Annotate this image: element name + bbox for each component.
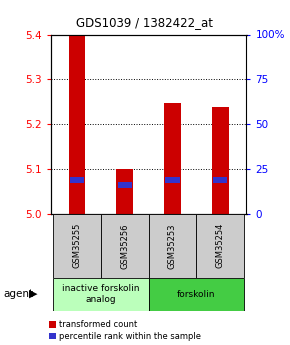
Bar	[118, 182, 132, 188]
Text: GSM35254: GSM35254	[216, 223, 225, 268]
Text: GSM35253: GSM35253	[168, 223, 177, 268]
Bar	[164, 103, 181, 214]
Text: agent: agent	[3, 289, 33, 299]
Text: GSM35256: GSM35256	[120, 223, 129, 268]
Text: forskolin: forskolin	[177, 289, 216, 299]
Text: GSM35255: GSM35255	[72, 223, 81, 268]
Bar	[53, 278, 148, 310]
Bar	[69, 34, 85, 214]
Bar	[148, 214, 196, 278]
Text: inactive forskolin
analog: inactive forskolin analog	[62, 284, 139, 304]
Bar	[148, 278, 244, 310]
Bar	[101, 214, 148, 278]
Bar	[213, 177, 227, 183]
Bar	[196, 214, 244, 278]
Bar	[212, 107, 229, 214]
Text: ▶: ▶	[29, 289, 38, 299]
Text: GDS1039 / 1382422_at: GDS1039 / 1382422_at	[77, 16, 213, 29]
Bar	[116, 169, 133, 214]
Legend: transformed count, percentile rank within the sample: transformed count, percentile rank withi…	[49, 321, 201, 341]
Bar	[53, 214, 101, 278]
Bar	[70, 177, 84, 183]
Bar	[165, 177, 180, 183]
